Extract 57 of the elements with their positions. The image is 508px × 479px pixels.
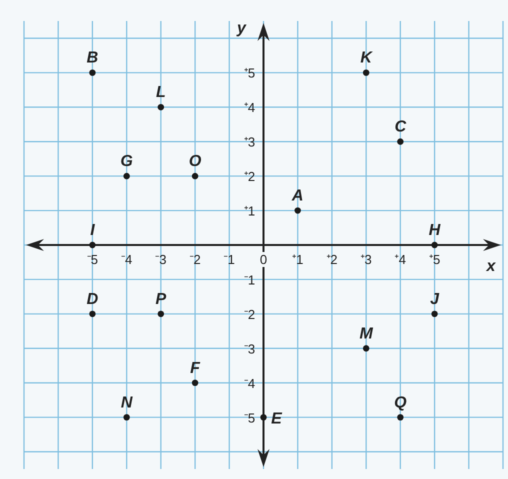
annotation: Q: [394, 394, 408, 412]
annotation: E: [271, 410, 284, 428]
x-tick-label: ⁻5: [86, 252, 98, 267]
point: [89, 69, 96, 76]
annotation: C: [394, 118, 407, 136]
annotation: N: [120, 394, 133, 412]
y-tick-label: ⁻4: [244, 376, 256, 391]
point: [294, 207, 301, 214]
x-axis-title: x: [486, 258, 497, 275]
y-tick-label: ⁻2: [244, 306, 256, 322]
point: [158, 310, 164, 318]
annotation: D: [86, 290, 99, 308]
annotation: L: [156, 84, 166, 102]
x-tick-label: 0: [260, 252, 268, 267]
point: [89, 310, 96, 318]
annotation: P: [156, 290, 167, 308]
annotation: M: [359, 325, 374, 342]
annotation: G: [120, 153, 133, 170]
point: [192, 380, 198, 386]
point: [192, 172, 198, 180]
annotation: A: [290, 188, 304, 205]
point: [260, 414, 267, 421]
y-axis-title: y: [236, 20, 248, 37]
y-tick-label: ⁻3: [244, 341, 256, 356]
x-tick-label: ⁺3: [360, 252, 372, 267]
y-tick-label: ⁺3: [244, 134, 256, 150]
x-tick-label: ⁺1: [292, 252, 304, 267]
y-tick-label: ⁻5: [244, 410, 256, 426]
x-tick-label: ⁻1: [224, 252, 235, 267]
annotation: H: [428, 222, 441, 239]
annotation: K: [360, 50, 374, 67]
point: [123, 172, 130, 180]
annotation: J: [430, 290, 440, 308]
point: [123, 414, 130, 421]
x-tick-label: ⁺4: [394, 252, 406, 267]
y-tick-label: ⁺2: [244, 169, 256, 184]
point: [362, 345, 370, 352]
x-tick-label: ⁻3: [155, 252, 166, 267]
x-tick-label: ⁺2: [326, 252, 338, 267]
point: [397, 414, 404, 421]
point: [362, 69, 370, 76]
annotation: I: [90, 222, 96, 239]
y-tick-label: ⁻1: [244, 272, 256, 288]
point: [431, 242, 438, 248]
y-tick-label: ⁺1: [244, 204, 256, 219]
annotation: F: [190, 360, 202, 377]
point: [158, 104, 164, 110]
x-tick-label: ⁺5: [428, 252, 440, 267]
y-tick-label: ⁺5: [244, 66, 256, 81]
x-tick-label: ⁻2: [189, 252, 201, 267]
point: [431, 310, 438, 318]
x-tick-label: ⁻4: [121, 252, 132, 267]
y-tick-label: ⁺4: [244, 100, 256, 116]
point: [89, 242, 96, 248]
annotation: O: [188, 153, 202, 170]
annotation: B: [86, 50, 98, 67]
point: [397, 138, 404, 145]
